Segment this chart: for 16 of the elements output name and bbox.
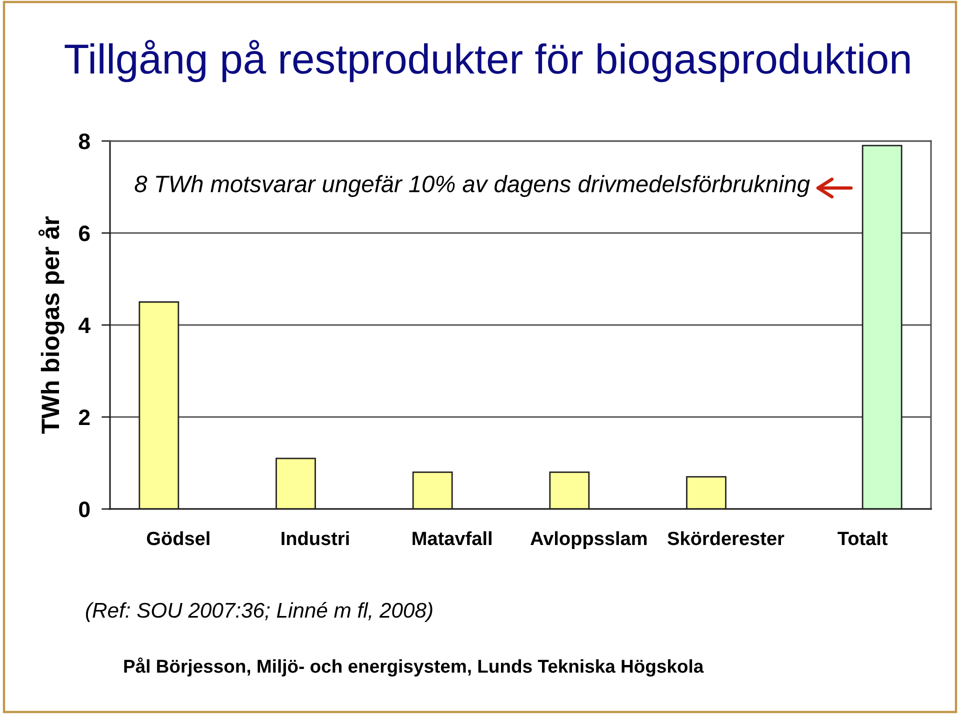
y-tick-label: 6 <box>79 226 90 242</box>
y-tick-label: 4 <box>78 318 90 334</box>
x-tick-label: Totalt <box>838 531 888 546</box>
text: Pål Börjesson, Miljö- och energisystem, Lunds Tekniska Högskola <box>124 657 704 677</box>
x-tick-label: Skörderester <box>668 531 784 546</box>
y-tick-label: 8 <box>78 134 90 150</box>
y-tick-label: 2 <box>78 410 90 426</box>
x-tick-label: Matavfall <box>412 531 492 546</box>
x-tick-label: Industri <box>282 531 349 546</box>
text: (Ref: SOU 2007:36; Linné m fl, 2008) <box>86 602 432 622</box>
x-tick-label: Gödsel <box>146 531 210 546</box>
chart-title: Tillgång på restprodukter för biogasproduktion <box>64 40 910 82</box>
y-tick-label: 0 <box>79 502 90 518</box>
x-tick-label: Avloppsslam <box>530 531 647 549</box>
y-axis-title: TWh biogas per år <box>38 216 64 434</box>
annotation: 8 TWh motsvarar ungefär 10% av dagens drivmedelsförbrukning <box>134 174 810 198</box>
